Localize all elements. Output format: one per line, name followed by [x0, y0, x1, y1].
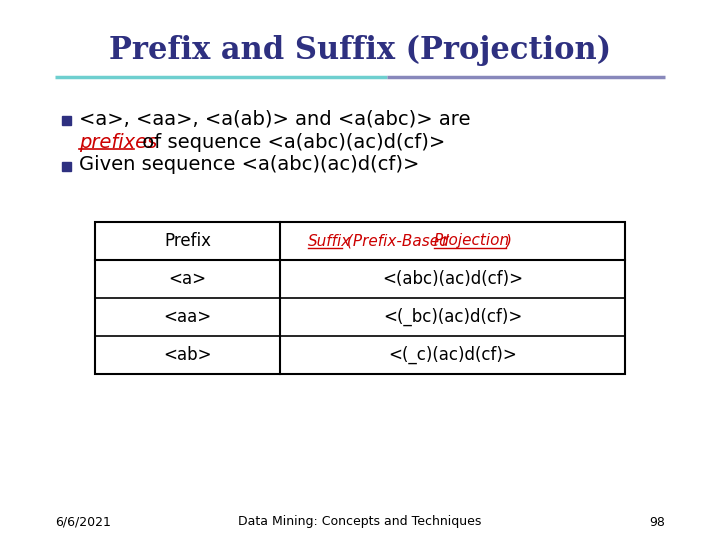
Text: <aa>: <aa>: [163, 308, 212, 326]
Text: Projection: Projection: [434, 233, 510, 248]
Text: ): ): [506, 233, 512, 248]
Text: Prefix and Suffix (Projection): Prefix and Suffix (Projection): [109, 35, 611, 65]
Text: <(_c)(ac)d(cf)>: <(_c)(ac)d(cf)>: [388, 346, 517, 364]
Text: Prefix: Prefix: [164, 232, 211, 250]
Text: <(abc)(ac)d(cf)>: <(abc)(ac)d(cf)>: [382, 270, 523, 288]
Text: prefixes: prefixes: [79, 132, 157, 152]
Bar: [62, 162, 71, 171]
Text: Suffix: Suffix: [308, 233, 351, 248]
Bar: [95, 222, 625, 374]
Text: 98: 98: [649, 516, 665, 529]
Text: <a>: <a>: [168, 270, 207, 288]
Text: <ab>: <ab>: [163, 346, 212, 364]
Text: Data Mining: Concepts and Techniques: Data Mining: Concepts and Techniques: [238, 516, 482, 529]
Bar: [62, 116, 71, 125]
Text: <a>, <aa>, <a(ab)> and <a(abc)> are: <a>, <aa>, <a(ab)> and <a(abc)> are: [79, 110, 470, 129]
Text: (Prefix-Based: (Prefix-Based: [342, 233, 454, 248]
Text: 6/6/2021: 6/6/2021: [55, 516, 111, 529]
Text: of sequence <a(abc)(ac)d(cf)>: of sequence <a(abc)(ac)d(cf)>: [136, 132, 445, 152]
Text: <(_bc)(ac)d(cf)>: <(_bc)(ac)d(cf)>: [383, 308, 522, 326]
Text: Given sequence <a(abc)(ac)d(cf)>: Given sequence <a(abc)(ac)d(cf)>: [79, 156, 419, 174]
